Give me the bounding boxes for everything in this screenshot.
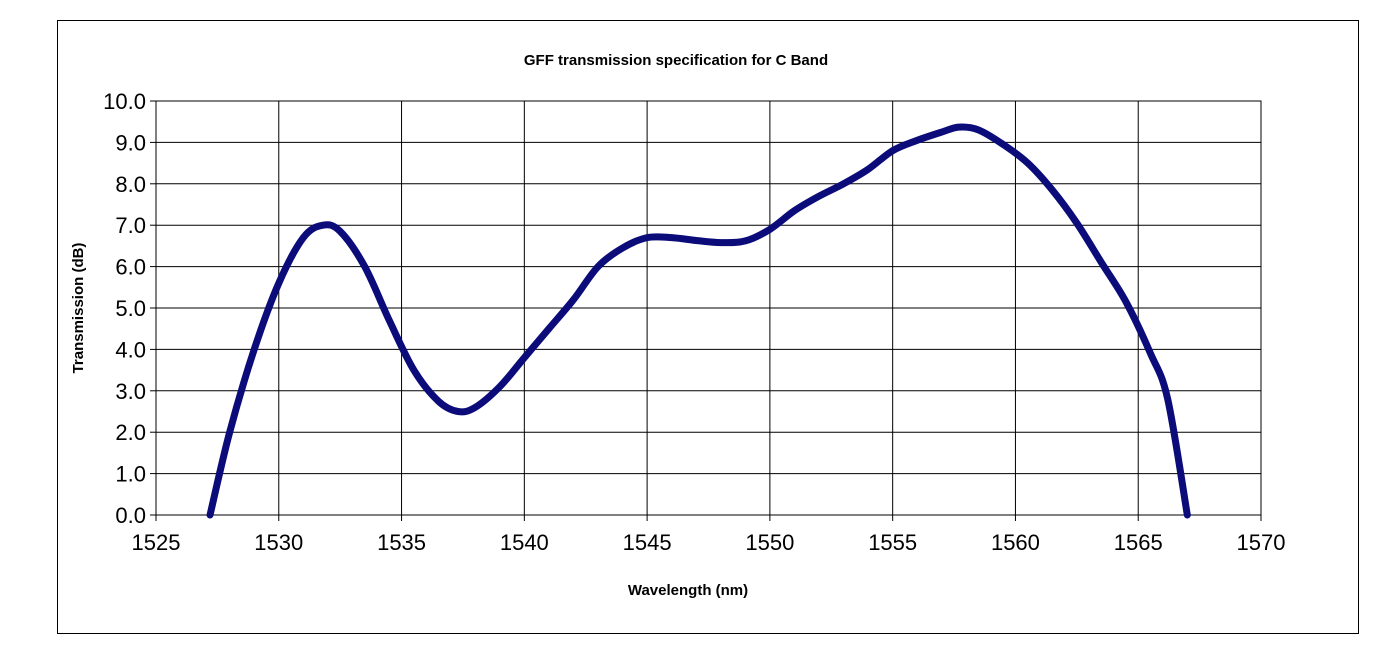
y-tick-label: 3.0 (115, 379, 146, 404)
y-axis-label: Transmission (dB) (70, 243, 87, 374)
data-point (867, 168, 869, 171)
data-point (209, 514, 211, 516)
y-tick-label: 2.0 (115, 420, 146, 445)
data-point (1076, 222, 1078, 224)
chart-frame: GFF transmission specification for C Ban… (57, 20, 1359, 634)
data-point (498, 385, 501, 388)
data-point (388, 319, 391, 322)
data-point (1166, 398, 1169, 400)
data-point (302, 236, 305, 239)
data-point (958, 126, 960, 128)
series-layer (206, 123, 1191, 519)
data-point (646, 236, 648, 239)
data-point (413, 369, 415, 371)
data-point (695, 239, 698, 242)
data-point (277, 282, 280, 284)
data-point (572, 298, 575, 301)
y-tick-label: 0.0 (115, 503, 146, 528)
chart-title: GFF transmission specification for C Ban… (524, 52, 828, 69)
data-point (744, 240, 747, 242)
data-point (891, 149, 894, 152)
x-tick-label: 1525 (132, 530, 181, 555)
data-point (597, 265, 599, 268)
data-point (437, 400, 440, 402)
x-tick-label: 1540 (500, 530, 549, 555)
y-tick-labels: 0.0 1.0 2.0 3.0 4.0 5.0 6.0 7.0 8.0 9.0 10.0 (103, 89, 146, 528)
y-tick-label: 8.0 (115, 172, 146, 197)
chart-canvas: GFF transmission specification for C Ban… (70, 52, 1286, 599)
data-point (719, 241, 722, 244)
x-axis-label: Wavelength (nm) (628, 582, 748, 599)
data-point (977, 129, 980, 131)
data-point (1186, 514, 1189, 516)
data-point (621, 247, 624, 249)
data-point (769, 228, 771, 231)
data-point (916, 139, 919, 142)
x-tick-label: 1560 (991, 530, 1040, 555)
grid-layer (150, 100, 1262, 521)
x-tick-label: 1565 (1114, 530, 1163, 555)
x-tick-label: 1535 (377, 530, 426, 555)
data-point (842, 183, 845, 185)
y-tick-label: 6.0 (115, 255, 146, 280)
y-tick-label: 10.0 (103, 89, 146, 114)
x-tick-label: 1550 (745, 530, 794, 555)
data-point (1051, 189, 1054, 191)
data-point (940, 131, 943, 133)
data-point (1026, 162, 1029, 164)
data-point (818, 195, 820, 198)
data-point (1149, 352, 1152, 355)
x-tick-labels: 1525 1530 1535 1540 1545 1550 1555 1560 1565 1570 (132, 530, 1286, 555)
data-point (322, 224, 324, 226)
x-tick-label: 1555 (868, 530, 917, 555)
data-point (339, 230, 341, 233)
data-point (793, 209, 796, 212)
x-tick-label: 1545 (623, 530, 672, 555)
y-tick-label: 1.0 (115, 462, 146, 487)
y-tick-label: 5.0 (115, 296, 146, 321)
data-point (523, 356, 526, 359)
data-point (363, 265, 366, 268)
data-point (1100, 261, 1103, 264)
plot-area (155, 100, 1262, 516)
x-tick-label: 1570 (1237, 530, 1286, 555)
data-point (670, 236, 673, 239)
data-point (457, 410, 459, 413)
x-tick-label: 1530 (254, 530, 303, 555)
y-tick-label: 9.0 (115, 130, 146, 155)
data-point (474, 406, 477, 409)
y-tick-label: 4.0 (115, 337, 146, 362)
data-point (1002, 143, 1004, 146)
data-point (1125, 300, 1127, 303)
data-point (228, 431, 231, 434)
y-tick-label: 7.0 (115, 213, 146, 238)
series-line (206, 123, 1191, 519)
data-point (253, 348, 256, 351)
data-point (548, 327, 550, 330)
